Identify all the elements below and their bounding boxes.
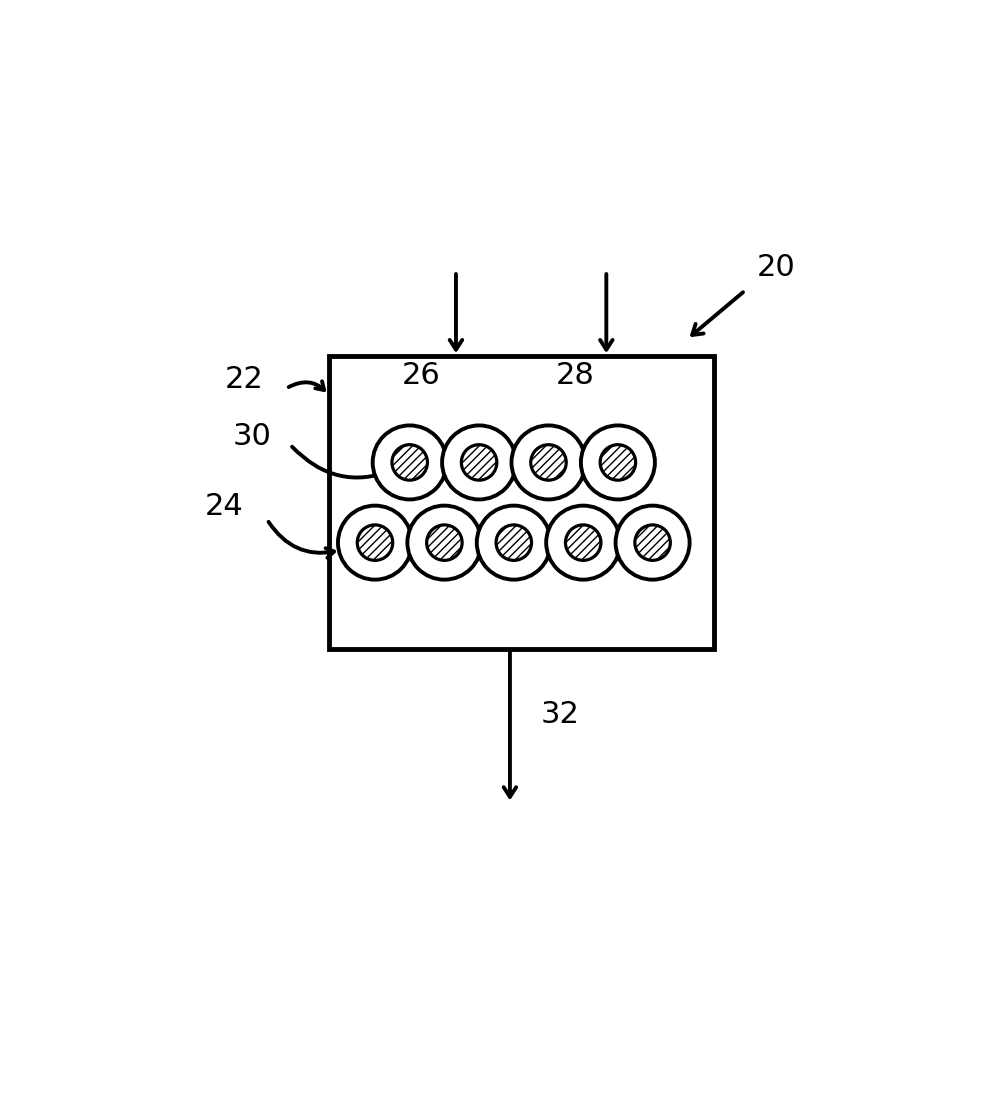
Circle shape: [634, 525, 670, 560]
Circle shape: [580, 425, 654, 499]
Circle shape: [615, 506, 689, 580]
Circle shape: [426, 525, 461, 560]
Text: 24: 24: [205, 491, 244, 521]
Circle shape: [461, 445, 496, 480]
Circle shape: [373, 425, 446, 499]
Text: 28: 28: [556, 360, 594, 390]
Text: 30: 30: [232, 422, 270, 452]
Circle shape: [546, 506, 619, 580]
Circle shape: [599, 445, 635, 480]
Circle shape: [530, 445, 566, 480]
Circle shape: [496, 525, 531, 560]
Circle shape: [357, 525, 393, 560]
Circle shape: [441, 425, 516, 499]
Circle shape: [565, 525, 600, 560]
Text: 22: 22: [225, 365, 263, 393]
Circle shape: [338, 506, 412, 580]
Text: 20: 20: [755, 252, 794, 282]
Circle shape: [476, 506, 551, 580]
Circle shape: [511, 425, 584, 499]
Bar: [328, 356, 714, 649]
Text: 32: 32: [540, 700, 579, 730]
Circle shape: [392, 445, 427, 480]
Circle shape: [407, 506, 481, 580]
Text: 26: 26: [402, 360, 440, 390]
